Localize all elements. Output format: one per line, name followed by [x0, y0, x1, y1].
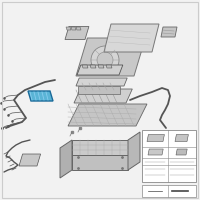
Polygon shape	[90, 65, 96, 68]
Polygon shape	[76, 78, 127, 86]
Polygon shape	[72, 140, 128, 155]
Polygon shape	[176, 149, 187, 155]
Circle shape	[97, 52, 113, 68]
Polygon shape	[19, 154, 41, 166]
Polygon shape	[71, 27, 76, 30]
FancyBboxPatch shape	[142, 130, 196, 182]
Polygon shape	[78, 86, 120, 94]
Polygon shape	[104, 24, 159, 52]
Circle shape	[91, 46, 119, 74]
Polygon shape	[72, 155, 128, 170]
Polygon shape	[65, 26, 89, 40]
Polygon shape	[161, 27, 177, 37]
Polygon shape	[77, 65, 123, 75]
Polygon shape	[175, 134, 188, 142]
Polygon shape	[60, 140, 72, 178]
Polygon shape	[74, 89, 132, 103]
Polygon shape	[76, 38, 145, 76]
Polygon shape	[68, 104, 147, 126]
Polygon shape	[76, 27, 81, 30]
Polygon shape	[98, 65, 104, 68]
Polygon shape	[66, 27, 71, 30]
Polygon shape	[28, 91, 53, 101]
Polygon shape	[82, 65, 88, 68]
Polygon shape	[106, 65, 112, 68]
Polygon shape	[148, 149, 163, 155]
Polygon shape	[147, 134, 164, 142]
Polygon shape	[128, 132, 140, 170]
FancyBboxPatch shape	[142, 185, 196, 197]
